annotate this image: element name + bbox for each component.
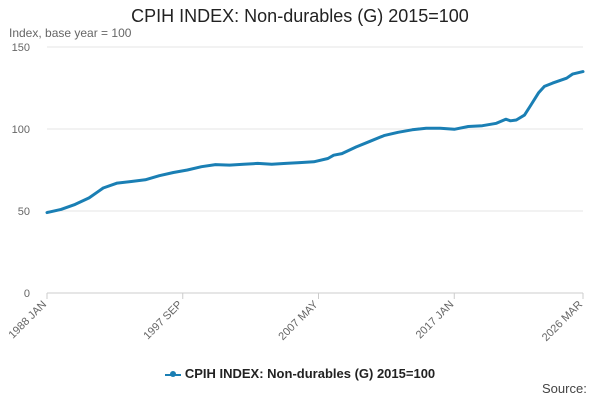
x-tick-label-3: 2017 JAN bbox=[414, 299, 457, 342]
data-point[interactable] bbox=[495, 122, 498, 125]
data-point[interactable] bbox=[87, 196, 91, 200]
source-note: Source: bbox=[542, 381, 587, 396]
data-point[interactable] bbox=[523, 113, 526, 117]
grid-lines bbox=[47, 46, 583, 212]
chart-title: CPIH INDEX: Non-durables (G) 2015=100 bbox=[131, 6, 469, 26]
data-point[interactable] bbox=[439, 127, 442, 130]
data-point[interactable] bbox=[73, 203, 77, 206]
legend-line-marker-icon bbox=[164, 370, 181, 377]
data-point[interactable] bbox=[467, 125, 470, 128]
series-cpih-non-durables[interactable] bbox=[45, 70, 585, 215]
x-tick-label-2: 2007 MAY bbox=[276, 298, 321, 343]
data-point[interactable] bbox=[242, 163, 245, 166]
data-point[interactable] bbox=[537, 91, 540, 95]
legend-label: CPIH INDEX: Non-durables (G) 2015=100 bbox=[184, 366, 436, 381]
y-tick-label-0: 0 bbox=[24, 288, 30, 300]
y-tick-label-50: 50 bbox=[18, 206, 30, 218]
data-point[interactable] bbox=[270, 163, 273, 166]
data-point[interactable] bbox=[551, 81, 554, 85]
data-point[interactable] bbox=[509, 119, 512, 123]
data-point[interactable] bbox=[158, 174, 161, 177]
data-point[interactable] bbox=[45, 211, 49, 214]
data-point[interactable] bbox=[200, 165, 203, 168]
data-point[interactable] bbox=[481, 124, 484, 127]
data-point[interactable] bbox=[172, 171, 175, 174]
data-point[interactable] bbox=[571, 72, 574, 76]
x-tick-label-0: 1988 JAN bbox=[6, 299, 49, 342]
data-point[interactable] bbox=[529, 104, 532, 108]
y-tick-label-150: 150 bbox=[12, 42, 30, 54]
data-point[interactable] bbox=[298, 161, 301, 164]
x-tick-label-4: 2026 MAR bbox=[540, 299, 585, 344]
y-axis-ticks: 0 50 100 150 bbox=[12, 42, 30, 300]
data-point[interactable] bbox=[144, 178, 147, 181]
y-tick-label-100: 100 bbox=[12, 124, 30, 136]
data-point[interactable] bbox=[312, 160, 315, 163]
data-point[interactable] bbox=[186, 168, 189, 172]
data-point[interactable] bbox=[425, 127, 428, 130]
series-line-0[interactable] bbox=[45, 70, 585, 215]
data-point[interactable] bbox=[354, 145, 358, 149]
data-point[interactable] bbox=[453, 128, 456, 131]
data-point[interactable] bbox=[410, 128, 414, 131]
data-point[interactable] bbox=[340, 152, 344, 155]
data-point[interactable] bbox=[228, 163, 231, 167]
data-point[interactable] bbox=[130, 180, 133, 183]
data-point[interactable] bbox=[284, 162, 287, 165]
data-point[interactable] bbox=[515, 118, 518, 122]
data-point[interactable] bbox=[368, 140, 372, 143]
data-point[interactable] bbox=[326, 157, 330, 160]
y-axis-label: Index, base year = 100 bbox=[9, 26, 132, 40]
data-point[interactable] bbox=[382, 134, 386, 137]
data-point[interactable] bbox=[543, 85, 546, 88]
data-point[interactable] bbox=[97, 190, 100, 193]
data-point[interactable] bbox=[565, 77, 568, 80]
data-point[interactable] bbox=[102, 186, 105, 190]
x-tick-label-1: 1997 SEP bbox=[141, 299, 185, 343]
data-point[interactable] bbox=[256, 162, 259, 165]
data-point[interactable] bbox=[332, 154, 335, 157]
legend[interactable]: CPIH INDEX: Non-durables (G) 2015=100 bbox=[0, 366, 600, 381]
data-point[interactable] bbox=[214, 163, 217, 166]
data-point[interactable] bbox=[581, 70, 585, 73]
data-point[interactable] bbox=[59, 208, 63, 211]
data-point[interactable] bbox=[504, 118, 507, 121]
data-point[interactable] bbox=[396, 131, 400, 134]
data-point[interactable] bbox=[116, 181, 119, 185]
x-axis-ticks: 1988 JAN 1997 SEP 2007 MAY 2017 JAN 2026 MAR bbox=[6, 293, 585, 344]
